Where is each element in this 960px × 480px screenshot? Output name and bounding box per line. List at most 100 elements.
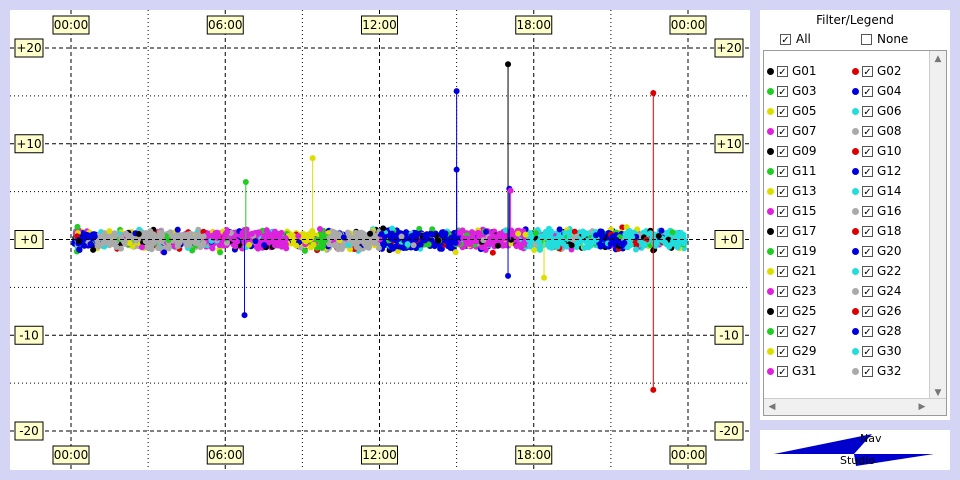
vertical-scrollbar[interactable]: ▲ ▼ bbox=[929, 51, 946, 401]
data-point bbox=[192, 237, 199, 244]
legend-entry-g15[interactable]: G15 bbox=[767, 202, 817, 220]
legend-entry-g18[interactable]: G18 bbox=[852, 222, 902, 240]
legend-entry-g22[interactable]: G22 bbox=[852, 262, 902, 280]
legend-checkbox[interactable] bbox=[862, 85, 873, 97]
legend-checkbox[interactable] bbox=[862, 185, 873, 197]
legend-entry-g13[interactable]: G13 bbox=[767, 182, 817, 200]
y-tick-label-left-box bbox=[14, 421, 44, 441]
legend-entry-g11[interactable]: G11 bbox=[767, 162, 817, 180]
legend-checkbox[interactable] bbox=[862, 105, 873, 117]
legend-entry-g32[interactable]: G32 bbox=[852, 362, 902, 380]
data-point bbox=[410, 242, 417, 249]
legend-entry-g01[interactable]: G01 bbox=[767, 62, 817, 80]
data-point bbox=[126, 240, 133, 247]
all-checkbox[interactable] bbox=[780, 33, 791, 45]
legend-checkbox[interactable] bbox=[777, 325, 788, 337]
legend-entry-g26[interactable]: G26 bbox=[852, 302, 902, 320]
legend-entry-g27[interactable]: G27 bbox=[767, 322, 817, 340]
legend-checkbox[interactable] bbox=[777, 165, 788, 177]
data-point bbox=[101, 230, 108, 237]
legend-entry-g02[interactable]: G02 bbox=[852, 62, 902, 80]
legend-list[interactable]: ▲ ▼ ◀ ▶ G01 G02 G03 G04 G05 G06 G07 G08 G09 G10 G1… bbox=[763, 50, 947, 416]
y-tick-label-right: -10 bbox=[719, 328, 739, 342]
legend-label: G05 bbox=[792, 104, 817, 118]
legend-entry-g10[interactable]: G10 bbox=[852, 142, 902, 160]
data-point bbox=[360, 232, 367, 239]
scroll-right-icon[interactable]: ▶ bbox=[918, 402, 926, 412]
legend-checkbox[interactable] bbox=[777, 185, 788, 197]
scroll-down-icon[interactable]: ▼ bbox=[934, 388, 942, 398]
data-point bbox=[437, 245, 444, 252]
legend-checkbox[interactable] bbox=[862, 205, 873, 217]
legend-checkbox[interactable] bbox=[777, 245, 788, 257]
legend-entry-g19[interactable]: G19 bbox=[767, 242, 817, 260]
legend-checkbox[interactable] bbox=[777, 285, 788, 297]
legend-label: G28 bbox=[877, 324, 902, 338]
legend-entry-g23[interactable]: G23 bbox=[767, 282, 817, 300]
scroll-left-icon[interactable]: ◀ bbox=[768, 402, 776, 412]
legend-entry-g24[interactable]: G24 bbox=[852, 282, 902, 300]
all-toggle[interactable]: All bbox=[780, 32, 811, 46]
legend-checkbox[interactable] bbox=[777, 205, 788, 217]
horizontal-scrollbar[interactable]: ◀ ▶ bbox=[764, 398, 946, 415]
x-tick-label-top: 00:00 bbox=[54, 18, 89, 32]
legend-checkbox[interactable] bbox=[777, 345, 788, 357]
scroll-up-icon[interactable]: ▲ bbox=[934, 54, 942, 64]
legend-checkbox[interactable] bbox=[777, 65, 788, 77]
x-tick-label-top-box bbox=[669, 15, 707, 35]
legend-checkbox[interactable] bbox=[777, 105, 788, 117]
data-point bbox=[389, 225, 396, 232]
data-point bbox=[135, 230, 142, 237]
y-tick-label-left: -20 bbox=[19, 424, 39, 438]
legend-checkbox[interactable] bbox=[777, 85, 788, 97]
legend-label: G29 bbox=[792, 344, 817, 358]
legend-checkbox[interactable] bbox=[862, 345, 873, 357]
legend-entry-g17[interactable]: G17 bbox=[767, 222, 817, 240]
none-checkbox[interactable] bbox=[861, 33, 872, 45]
legend-entry-g28[interactable]: G28 bbox=[852, 322, 902, 340]
legend-checkbox[interactable] bbox=[777, 125, 788, 137]
data-point bbox=[554, 243, 561, 250]
legend-checkbox[interactable] bbox=[862, 265, 873, 277]
data-point bbox=[627, 242, 634, 249]
legend-checkbox[interactable] bbox=[862, 305, 873, 317]
legend-checkbox[interactable] bbox=[862, 365, 873, 377]
legend-entry-g30[interactable]: G30 bbox=[852, 342, 902, 360]
legend-entry-g07[interactable]: G07 bbox=[767, 122, 817, 140]
legend-checkbox[interactable] bbox=[862, 225, 873, 237]
legend-entry-g03[interactable]: G03 bbox=[767, 82, 817, 100]
legend-entry-g20[interactable]: G20 bbox=[852, 242, 902, 260]
legend-checkbox[interactable] bbox=[777, 145, 788, 157]
legend-entry-g21[interactable]: G21 bbox=[767, 262, 817, 280]
legend-checkbox[interactable] bbox=[777, 265, 788, 277]
legend-checkbox[interactable] bbox=[777, 365, 788, 377]
legend-entry-g12[interactable]: G12 bbox=[852, 162, 902, 180]
legend-checkbox[interactable] bbox=[862, 125, 873, 137]
legend-entry-g04[interactable]: G04 bbox=[852, 82, 902, 100]
legend-entry-g08[interactable]: G08 bbox=[852, 122, 902, 140]
legend-checkbox[interactable] bbox=[862, 145, 873, 157]
data-point bbox=[429, 226, 436, 233]
legend-entry-g29[interactable]: G29 bbox=[767, 342, 817, 360]
legend-checkbox[interactable] bbox=[862, 165, 873, 177]
legend-entry-g16[interactable]: G16 bbox=[852, 202, 902, 220]
legend-entry-g31[interactable]: G31 bbox=[767, 362, 817, 380]
y-tick-label-left: +20 bbox=[16, 41, 41, 55]
data-point bbox=[165, 237, 172, 244]
data-point bbox=[435, 237, 442, 244]
legend-checkbox[interactable] bbox=[777, 305, 788, 317]
legend-checkbox[interactable] bbox=[777, 225, 788, 237]
legend-entry-g25[interactable]: G25 bbox=[767, 302, 817, 320]
legend-checkbox[interactable] bbox=[862, 245, 873, 257]
legend-entry-g05[interactable]: G05 bbox=[767, 102, 817, 120]
data-point bbox=[483, 228, 490, 235]
legend-entry-g14[interactable]: G14 bbox=[852, 182, 902, 200]
legend-checkbox[interactable] bbox=[862, 285, 873, 297]
legend-checkbox[interactable] bbox=[862, 65, 873, 77]
legend-marker-icon bbox=[852, 147, 859, 155]
none-toggle[interactable]: None bbox=[861, 32, 908, 46]
legend-entry-g09[interactable]: G09 bbox=[767, 142, 817, 160]
legend-checkbox[interactable] bbox=[862, 325, 873, 337]
legend-marker-icon bbox=[767, 307, 774, 315]
legend-entry-g06[interactable]: G06 bbox=[852, 102, 902, 120]
